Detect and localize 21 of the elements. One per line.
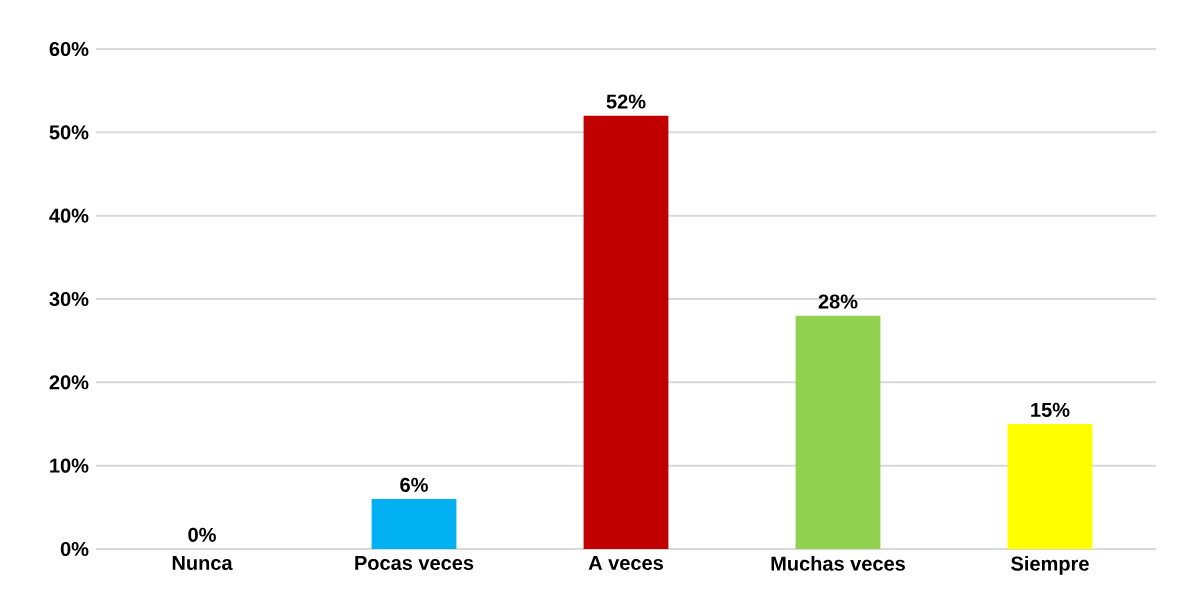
x-tick-label: Pocas veces — [355, 556, 474, 570]
bar — [371, 498, 457, 549]
data-label: 15% — [1031, 402, 1070, 417]
y-tick-label: 30% — [49, 291, 89, 307]
bar — [583, 115, 669, 549]
y-tick-label: 60% — [49, 41, 89, 57]
x-tick-label: Nunca — [172, 556, 233, 570]
data-label: 6% — [400, 477, 428, 492]
data-label: 52% — [606, 94, 646, 109]
bar — [795, 315, 881, 549]
y-tick-label: 20% — [49, 375, 89, 390]
y-tick-label: 0% — [60, 541, 89, 557]
x-tick-label: Siempre — [1011, 556, 1089, 575]
y-tick-label: 50% — [49, 125, 89, 140]
data-label: 0% — [188, 527, 216, 542]
y-tick-label: 40% — [49, 208, 89, 223]
x-tick-label: A veces — [588, 556, 663, 570]
data-label: 28% — [818, 294, 858, 309]
x-tick-label: Muchas veces — [771, 556, 905, 571]
bar — [1007, 423, 1093, 549]
y-tick-label: 10% — [50, 458, 89, 473]
